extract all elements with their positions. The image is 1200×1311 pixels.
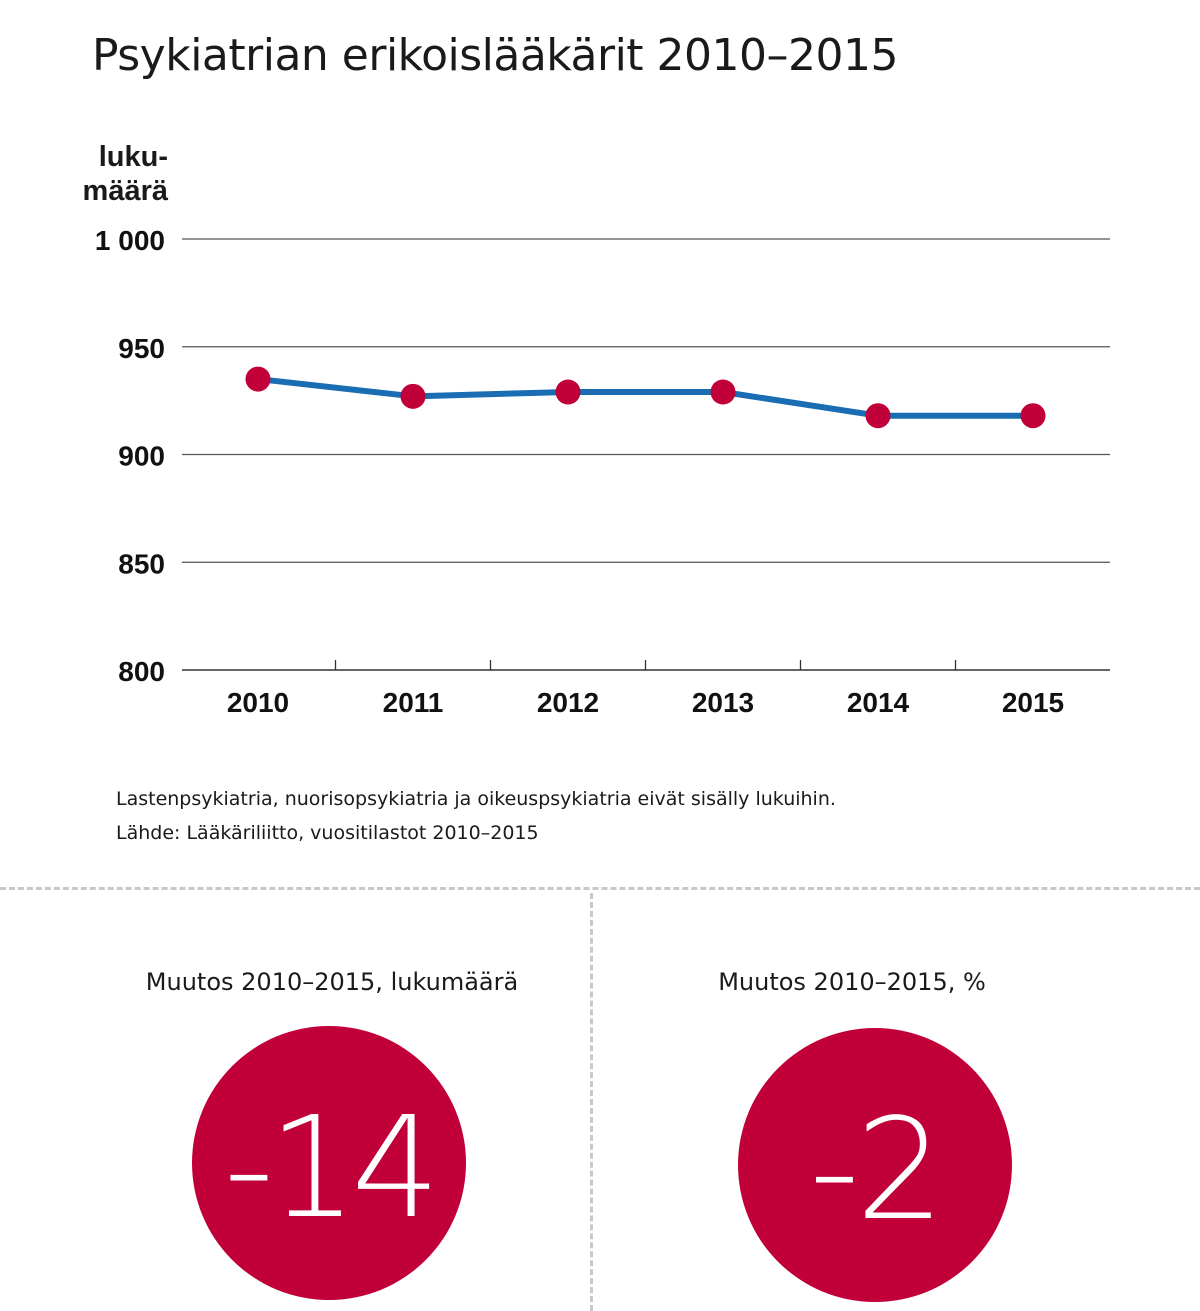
y-tick-label: 950 [118, 333, 165, 364]
chart-title: Psykiatrian erikoislääkärit 2010–2015 [92, 30, 898, 81]
y-tick-label: 1 000 [95, 225, 165, 256]
chart-source: Lähde: Lääkäriliitto, vuositilastot 2010… [116, 822, 539, 844]
y-tick-label: 800 [118, 656, 165, 687]
chart-note: Lastenpsykiatria, nuorisopsykiatria ja o… [116, 788, 836, 810]
horizontal-divider [0, 887, 1200, 890]
data-point-2010 [245, 366, 271, 392]
data-point-2014 [865, 403, 891, 429]
series-line [257, 376, 1033, 419]
vertical-divider [590, 893, 593, 1311]
count-change-circle: -14 [192, 1026, 466, 1300]
percent-change-value: -2 [809, 1088, 945, 1252]
data-point-2012 [555, 379, 581, 405]
x-tick-label: 2014 [847, 687, 910, 718]
x-tick-label: 2013 [692, 687, 754, 718]
data-point-2013 [710, 379, 736, 405]
percent-change-label: Muutos 2010–2015, % [718, 968, 986, 996]
y-tick-label: 900 [118, 441, 165, 472]
y-axis-label-line-1: luku- [98, 141, 168, 173]
data-point-2015 [1020, 403, 1046, 429]
data-point-2011 [400, 383, 426, 409]
y-axis-label-line-2: määrä [82, 175, 168, 207]
y-tick-label: 850 [118, 548, 165, 579]
line-chart: 800 850 900 950 1 000 2010 2011 2012 2013 2014 201… [95, 225, 1110, 718]
x-tick-label: 2015 [1002, 687, 1064, 718]
count-change-value: -14 [223, 1086, 441, 1250]
count-change-label: Muutos 2010–2015, lukumäärä [145, 968, 519, 996]
x-tick-label: 2011 [383, 687, 444, 718]
percent-change-circle: -2 [738, 1028, 1012, 1302]
y-axis-label: luku- määrä [60, 140, 168, 208]
x-tick-label: 2012 [537, 687, 599, 718]
x-tick-label: 2010 [227, 687, 289, 718]
